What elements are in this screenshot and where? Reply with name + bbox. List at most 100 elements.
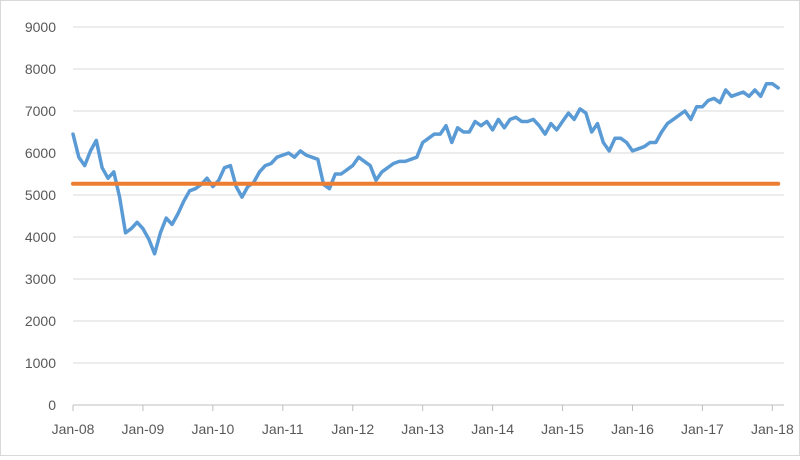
data-point [124,231,127,235]
data-point [147,237,151,241]
data-point [526,120,529,123]
series-line [71,81,780,256]
data-point [613,136,617,140]
data-point [77,155,81,159]
data-point [467,130,471,134]
x-tick-label: Jan-18 [751,421,794,437]
data-point [217,178,221,182]
y-tick-label: 4000 [25,229,56,245]
data-point [770,82,774,86]
data-point [246,185,250,189]
data-point [636,147,640,151]
series-1 [71,81,780,256]
data-point [776,86,780,90]
data-point [689,118,693,121]
data-point [514,115,518,119]
series-2 [71,181,781,186]
data-point [724,88,728,92]
data-point [625,141,628,144]
data-point [660,130,663,134]
data-point [106,176,110,180]
data-point [508,118,512,121]
x-tick-label: Jan-10 [191,421,234,437]
data-point [432,132,436,136]
data-point [462,130,465,134]
data-point [590,130,594,134]
data-point [712,97,716,100]
y-tick-label: 7000 [25,103,56,119]
x-tick-label: Jan-15 [541,421,584,437]
data-point [71,132,75,136]
data-point [94,139,98,142]
y-tick-label: 5000 [25,187,56,203]
data-point [112,170,116,174]
data-point [328,187,331,191]
x-tick-label: Jan-12 [331,421,374,437]
data-point [392,162,395,165]
data-point [298,149,302,153]
data-point [561,120,564,123]
data-point [229,164,232,168]
x-tick-label: Jan-09 [122,421,165,437]
data-point [275,155,279,159]
data-point [89,149,92,153]
data-point [607,149,611,153]
data-point [316,157,320,161]
data-point [415,155,419,159]
data-point [619,136,623,140]
data-point [543,132,547,136]
data-point [601,141,605,144]
data-point [380,170,384,174]
data-point [491,128,494,132]
data-point [386,166,390,170]
data-point [287,151,290,155]
data-point [403,160,407,163]
data-point [520,120,524,123]
data-point [730,94,733,98]
data-point [164,216,168,220]
x-tick-label: Jan-16 [611,421,654,437]
y-tick-label: 9000 [25,19,56,35]
data-point [345,168,349,172]
data-point [456,126,459,130]
data-point [502,126,506,130]
data-point [776,182,780,186]
y-tick-label: 0 [48,397,56,413]
x-tick-label: Jan-17 [681,421,724,437]
data-point [135,220,139,224]
y-axis-tick-labels: 0 1000 2000 3000 4000 5000 6000 7000 8000 9000 [25,19,56,413]
data-point [753,88,757,92]
gridlines [73,26,784,364]
data-point [293,155,296,159]
data-point [642,145,646,149]
data-point [427,136,430,140]
data-point [701,105,704,109]
data-point [677,113,681,117]
data-point [671,118,675,121]
data-point [398,160,401,163]
data-point [357,155,360,159]
data-point [409,157,413,161]
data-point [182,199,186,203]
data-point [555,128,559,132]
data-point [683,109,687,113]
data-point [240,195,244,199]
x-tick-label: Jan-11 [262,421,304,437]
data-point [666,122,669,125]
data-point [584,111,588,115]
x-tick-label: Jan-08 [52,421,95,437]
data-point [479,124,483,128]
data-point [473,120,477,123]
data-point [188,189,192,193]
data-point [269,162,273,165]
data-point [159,231,162,235]
data-point [567,111,570,115]
y-tick-label: 1000 [25,355,56,371]
data-point [333,172,337,176]
y-tick-label: 6000 [25,145,56,161]
y-tick-label: 2000 [25,313,56,329]
data-point [578,107,582,111]
data-point [648,141,652,144]
data-point [71,182,75,186]
